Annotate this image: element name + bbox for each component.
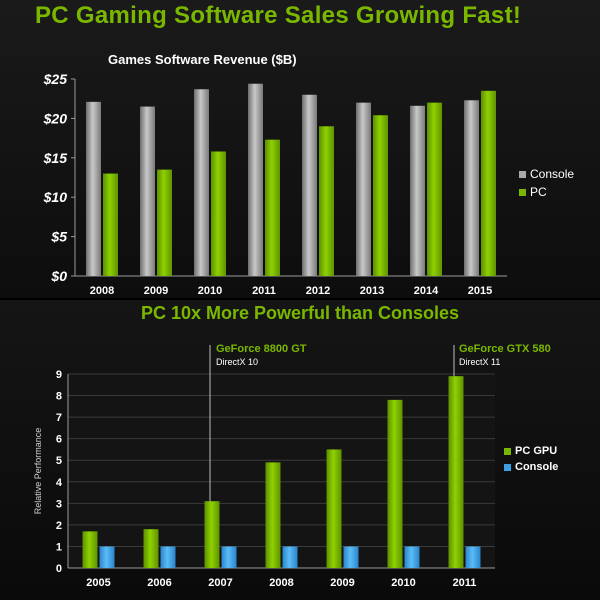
subhead: PC 10x More Powerful than Consoles: [140, 303, 460, 323]
legend-item-console: Console: [504, 461, 558, 473]
y-tick-label: 6: [56, 434, 62, 446]
legend-item-console: Console: [519, 167, 574, 181]
bar-console-2013: [356, 102, 371, 276]
bar-console-2010: [404, 546, 420, 568]
bar-console-2009: [343, 546, 359, 568]
y-tick-label: 2: [56, 520, 62, 532]
y-tick-label: $25: [43, 71, 68, 87]
x-tick-label: 2008: [269, 577, 293, 589]
y-tick-label: 5: [56, 455, 62, 467]
x-tick-label: 2013: [360, 285, 384, 297]
y-tick-label: $5: [50, 229, 67, 245]
bar-pc-gpu-2008: [265, 462, 281, 568]
x-tick-label: 2011: [453, 577, 477, 589]
legend-label: Console: [515, 461, 559, 473]
y-tick-label: $20: [43, 110, 68, 126]
bar-console-2005: [99, 546, 115, 568]
bar-console-2006: [160, 546, 176, 568]
bar-pc-gpu-2010: [387, 399, 403, 568]
y-tick-label: $10: [43, 189, 68, 205]
plot-area: [68, 374, 495, 568]
legend-swatch: [504, 447, 511, 455]
legend-label: PC GPU: [515, 445, 558, 457]
bar-console-2011: [465, 546, 481, 568]
bar-console-2014: [410, 105, 425, 277]
revenue-legend: Console PC: [519, 167, 574, 199]
y-tick-label: 0: [56, 563, 62, 575]
legend-swatch: [519, 170, 526, 178]
bar-pc-2011: [265, 139, 280, 276]
headline: PC Gaming Software Sales Growing Fast!: [35, 2, 522, 29]
legend-label: Console: [530, 167, 575, 181]
bar-pc-2013: [373, 115, 388, 276]
x-tick-label: 2005: [86, 577, 110, 589]
bar-pc-2015: [481, 90, 496, 276]
revenue-chart-title: Games Software Revenue ($B): [108, 52, 297, 67]
x-tick-label: 2015: [468, 285, 492, 297]
legend-label: PC: [530, 185, 547, 199]
performance-legend: PC GPU Console: [504, 445, 558, 473]
y-tick-label: 8: [56, 391, 62, 403]
bar-console-2015: [464, 100, 479, 276]
bar-console-2007: [221, 546, 237, 568]
bar-pc-2014: [427, 102, 442, 276]
legend-swatch: [519, 188, 526, 196]
y-tick-label: 4: [56, 477, 63, 489]
bar-pc-gpu-2009: [326, 449, 342, 568]
legend-swatch: [504, 463, 511, 471]
x-tick-label: 2008: [90, 285, 114, 297]
bar-pc-gpu-2007: [204, 501, 220, 568]
annotation-gtx580-sublabel: DirectX 11: [459, 357, 501, 367]
annotation-gtx580-label: GeForce GTX 580: [459, 343, 551, 355]
x-tick-label: 2009: [144, 285, 168, 297]
legend-item-pc-gpu: PC GPU: [504, 445, 558, 457]
x-tick-label: 2007: [208, 577, 232, 589]
y-tick-label: 3: [56, 498, 62, 510]
y-tick-label: 1: [56, 541, 62, 553]
x-tick-label: 2014: [414, 285, 439, 297]
performance-chart: 0 1 2 3 4 5 6 7 8 9 Relative Performance 2005 2006 20…: [33, 345, 495, 589]
bar-pc-gpu-2006: [143, 529, 159, 568]
bar-pc-2010: [211, 151, 226, 276]
y-axis-label: Relative Performance: [33, 428, 43, 515]
y-tick-label: 7: [56, 412, 62, 424]
bar-console-2011: [248, 83, 263, 276]
annotation-8800gt-label: GeForce 8800 GT: [216, 343, 307, 355]
annotation-8800gt-sublabel: DirectX 10: [216, 357, 259, 367]
x-tick-label: 2010: [198, 285, 222, 297]
y-tick-label: $15: [43, 150, 68, 166]
bar-pc-2012: [319, 126, 334, 276]
revenue-chart: $0 $5 $10 $15 $20 $25 2008 2009 2010 2011 2012 2013…: [43, 71, 507, 297]
x-tick-label: 2012: [306, 285, 330, 297]
x-tick-label: 2010: [391, 577, 415, 589]
x-tick-label: 2011: [252, 285, 276, 297]
x-tick-label: 2009: [330, 577, 354, 589]
bar-console-2008: [282, 546, 298, 568]
bar-pc-gpu-2005: [82, 531, 98, 568]
bar-pc-gpu-2011: [448, 376, 464, 568]
bar-console-2012: [302, 94, 317, 276]
x-tick-label: 2006: [147, 577, 171, 589]
bar-pc-2009: [157, 169, 172, 276]
bar-console-2008: [86, 101, 101, 277]
y-tick-label: 9: [56, 369, 62, 381]
bar-console-2009: [140, 106, 155, 276]
legend-item-pc: PC: [519, 185, 574, 199]
y-tick-label: $0: [50, 268, 67, 284]
bar-console-2010: [194, 89, 209, 276]
bar-pc-2008: [103, 173, 118, 276]
